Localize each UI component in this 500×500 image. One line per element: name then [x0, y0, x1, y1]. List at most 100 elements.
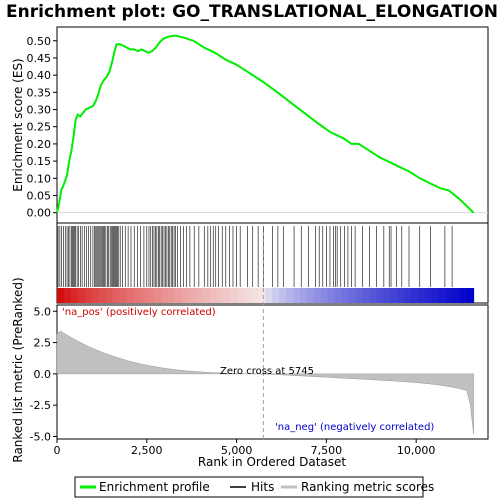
colorbar-segment: [181, 288, 190, 303]
colorbar-segment: [334, 288, 343, 303]
colorbar-segment: [459, 288, 468, 303]
colorbar-segment: [425, 288, 433, 303]
colorbar-segment: [147, 288, 155, 303]
colorbar-segment: [216, 288, 225, 303]
colorbar-segment: [168, 288, 176, 303]
es-tick-label: 0.35: [27, 86, 52, 99]
colorbar-segment: [126, 288, 134, 303]
colorbar-segment: [112, 288, 120, 303]
x-axis: 0 2,500 5,000 7,500 10,000: [54, 439, 436, 457]
colorbar-segment: [369, 288, 377, 303]
colorbar-segment: [418, 288, 426, 303]
colorbar-segment: [105, 288, 114, 303]
es-panel: [56, 26, 489, 224]
x-tick-label: 0: [54, 444, 61, 457]
colorbar-segment: [355, 288, 364, 303]
colorbar-segment: [383, 288, 391, 303]
hit-marks: [57, 226, 453, 287]
colorbar-segment: [140, 288, 148, 303]
colorbar-segment: [348, 288, 357, 303]
x-tick-label: 2,500: [131, 444, 163, 457]
colorbar-segment: [77, 288, 86, 303]
colorbar-segment: [293, 288, 301, 303]
colorbar-segment: [300, 288, 308, 303]
metric-tick-label: 0.0: [34, 368, 52, 381]
es-tick-label: 0.50: [27, 35, 52, 48]
colorbar-segment: [91, 288, 100, 303]
colorbar-segment: [98, 288, 107, 303]
colorbar-segment: [195, 288, 204, 303]
x-tick-label: 7,500: [311, 444, 343, 457]
es-tick-label: 0.20: [27, 138, 52, 151]
colorbar-segment: [154, 288, 162, 303]
colorbar-segment: [466, 288, 475, 303]
colorbar-segment: [161, 288, 169, 303]
es-tick-label: 0.05: [27, 189, 52, 202]
colorbar-segment: [320, 288, 329, 303]
legend-es-label: Enrichment profile: [99, 480, 210, 494]
x-tick-label: 5,000: [221, 444, 253, 457]
es-tick-label: 0.40: [27, 69, 52, 82]
colorbar-segment: [188, 288, 197, 303]
colorbar-segment: [70, 288, 79, 303]
metric-tick-label: -2.5: [30, 399, 51, 412]
colorbar-segment: [133, 288, 141, 303]
colorbar-segment: [286, 288, 294, 303]
colorbar-segment: [230, 288, 239, 303]
colorbar-segment: [265, 288, 273, 303]
colorbar-segment: [84, 288, 93, 303]
colorbar-segment: [445, 288, 454, 303]
metric-tick-label: 2.5: [34, 337, 52, 350]
es-tick-label: 0.25: [27, 121, 52, 134]
x-axis-label: Rank in Ordered Dataset: [198, 455, 346, 469]
colorbar-segment: [258, 288, 266, 303]
colorbar-segment: [327, 288, 336, 303]
colorbar-segment: [202, 288, 211, 303]
x-tick-label: 10,000: [397, 444, 436, 457]
colorbar-segment: [175, 288, 183, 303]
metric-area: [56, 330, 474, 435]
colorbar-segment: [237, 288, 245, 303]
es-axis: 0.00 0.05 0.10 0.15 0.20 0.25 0.30 0.35 0.40 0.45…: [27, 35, 57, 220]
es-tick-label: 0.10: [27, 172, 52, 185]
colorbar-segment: [341, 288, 350, 303]
colorbar-segment: [362, 288, 370, 303]
es-tick-label: 0.00: [27, 207, 52, 220]
pos-annotation: 'na_pos' (positively correlated): [62, 307, 216, 318]
zero-annotation: Zero cross at 5745: [220, 366, 314, 377]
rank-colorbar: [57, 288, 475, 303]
es-tick-label: 0.15: [27, 155, 52, 168]
colorbar-segment: [390, 288, 398, 303]
colorbar-segment: [431, 288, 440, 303]
colorbar-segment: [279, 288, 287, 303]
colorbar-segment: [452, 288, 461, 303]
colorbar-segment: [397, 288, 405, 303]
colorbar-segment: [313, 288, 322, 303]
colorbar-segment: [404, 288, 412, 303]
colorbar-segment: [244, 288, 252, 303]
chart-title: Enrichment plot: GO_TRANSLATIONAL_ELONGA…: [6, 2, 498, 22]
colorbar-segment: [63, 288, 72, 303]
colorbar-segment: [251, 288, 259, 303]
colorbar-segment: [438, 288, 447, 303]
colorbar-segment: [57, 288, 65, 303]
colorbar-segment: [209, 288, 218, 303]
colorbar-segment: [223, 288, 232, 303]
colorbar-segment: [376, 288, 384, 303]
metric-tick-label: -5.0: [30, 430, 51, 443]
colorbar-segment: [272, 288, 280, 303]
metric-axis: -5.0 -2.5 0.0 2.5 5.0: [30, 305, 57, 443]
colorbar-segment: [119, 288, 127, 303]
neg-annotation: 'na_neg' (negatively correlated): [275, 422, 434, 433]
legend-metric-label: Ranking metric scores: [301, 480, 434, 494]
es-line: [56, 34, 475, 214]
colorbar-segment: [306, 288, 315, 303]
colorbar-segment: [411, 288, 419, 303]
metric-tick-label: 5.0: [34, 305, 52, 318]
legend-hits-label: Hits: [251, 480, 274, 494]
es-tick-label: 0.45: [27, 52, 52, 65]
metric-y-label: Ranked list metric (PreRanked): [11, 277, 25, 462]
legend: [74, 476, 424, 498]
es-y-label: Enrichment score (ES): [11, 58, 25, 191]
